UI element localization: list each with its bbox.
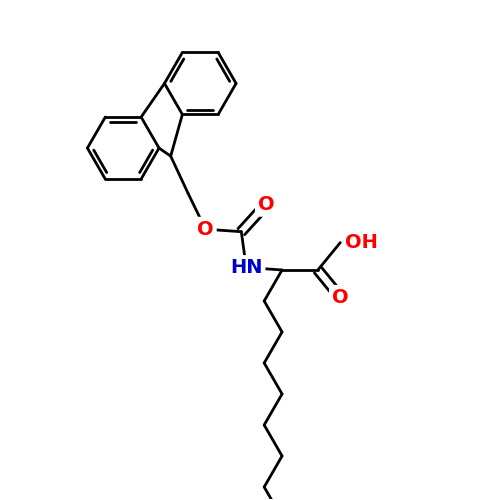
Text: O: O <box>332 288 348 307</box>
Text: O: O <box>197 220 214 238</box>
Text: OH: OH <box>345 233 378 252</box>
Text: HN: HN <box>230 258 262 277</box>
Text: O: O <box>258 195 274 214</box>
